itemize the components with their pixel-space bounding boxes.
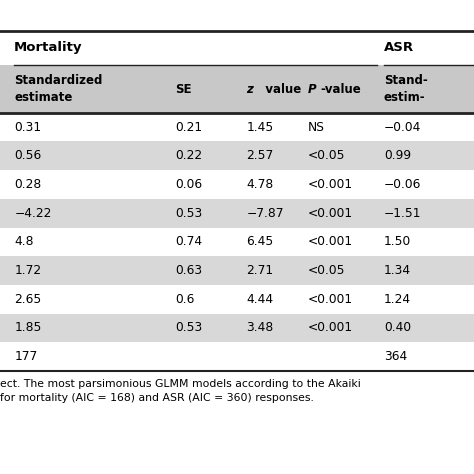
Bar (0, 141, 474, 170)
Text: 3.48: 3.48 (246, 321, 273, 334)
Text: z: z (246, 82, 254, 96)
Text: −4.22: −4.22 (14, 207, 52, 219)
Text: −1.51: −1.51 (384, 207, 421, 219)
Text: 1.45: 1.45 (246, 121, 273, 134)
Text: 0.53: 0.53 (175, 321, 202, 334)
Bar (0, 342, 474, 371)
Text: 0.99: 0.99 (384, 149, 411, 162)
Text: 4.78: 4.78 (246, 178, 273, 191)
Text: 0.22: 0.22 (175, 149, 202, 162)
Text: 2.71: 2.71 (246, 264, 273, 277)
Bar (0, 314, 474, 342)
Text: 0.63: 0.63 (175, 264, 202, 277)
Text: 0.74: 0.74 (175, 236, 202, 248)
Text: 1.34: 1.34 (384, 264, 411, 277)
Bar (0, 285, 474, 314)
Text: −7.87: −7.87 (246, 207, 284, 219)
Text: 364: 364 (384, 350, 407, 363)
Text: 0.6: 0.6 (175, 293, 195, 306)
Text: 0.21: 0.21 (175, 121, 202, 134)
Text: 177: 177 (14, 350, 37, 363)
Bar (0, 170, 474, 199)
Text: <0.001: <0.001 (308, 321, 353, 334)
Text: Mortality: Mortality (14, 41, 83, 54)
Text: −0.06: −0.06 (384, 178, 421, 191)
Text: value: value (263, 82, 301, 96)
Text: 0.28: 0.28 (14, 178, 41, 191)
Text: 0.40: 0.40 (384, 321, 411, 334)
Bar (0, 256, 474, 285)
Text: 1.85: 1.85 (14, 321, 42, 334)
Text: 0.06: 0.06 (175, 178, 202, 191)
Text: 4.8: 4.8 (14, 236, 34, 248)
Text: <0.001: <0.001 (308, 207, 353, 219)
Text: Stand-
estim-: Stand- estim- (384, 74, 428, 104)
Bar (0, 228, 474, 256)
Text: <0.001: <0.001 (308, 293, 353, 306)
Bar (0, 199, 474, 228)
Text: Standardized
estimate: Standardized estimate (14, 74, 102, 104)
Text: 1.72: 1.72 (14, 264, 41, 277)
Text: SE: SE (175, 82, 192, 96)
Text: ASR: ASR (384, 41, 414, 54)
Text: <0.05: <0.05 (308, 149, 346, 162)
Text: 2.57: 2.57 (246, 149, 273, 162)
Text: <0.001: <0.001 (308, 178, 353, 191)
Text: 2.65: 2.65 (14, 293, 41, 306)
Text: 0.31: 0.31 (14, 121, 41, 134)
Text: 4.44: 4.44 (246, 293, 273, 306)
Text: <0.001: <0.001 (308, 236, 353, 248)
Text: NS: NS (308, 121, 325, 134)
Text: 1.24: 1.24 (384, 293, 411, 306)
Text: 0.56: 0.56 (14, 149, 41, 162)
Bar (0, 65, 474, 113)
Text: <0.05: <0.05 (308, 264, 346, 277)
Text: -value: -value (320, 82, 361, 96)
Text: 1.50: 1.50 (384, 236, 411, 248)
Text: −0.04: −0.04 (384, 121, 421, 134)
Text: ect. The most parsimonious GLMM models according to the Akaiki
for mortality (AI: ect. The most parsimonious GLMM models a… (0, 379, 361, 403)
Bar (0, 113, 474, 141)
Text: 6.45: 6.45 (246, 236, 273, 248)
Text: P: P (308, 82, 317, 96)
Text: 0.53: 0.53 (175, 207, 202, 219)
